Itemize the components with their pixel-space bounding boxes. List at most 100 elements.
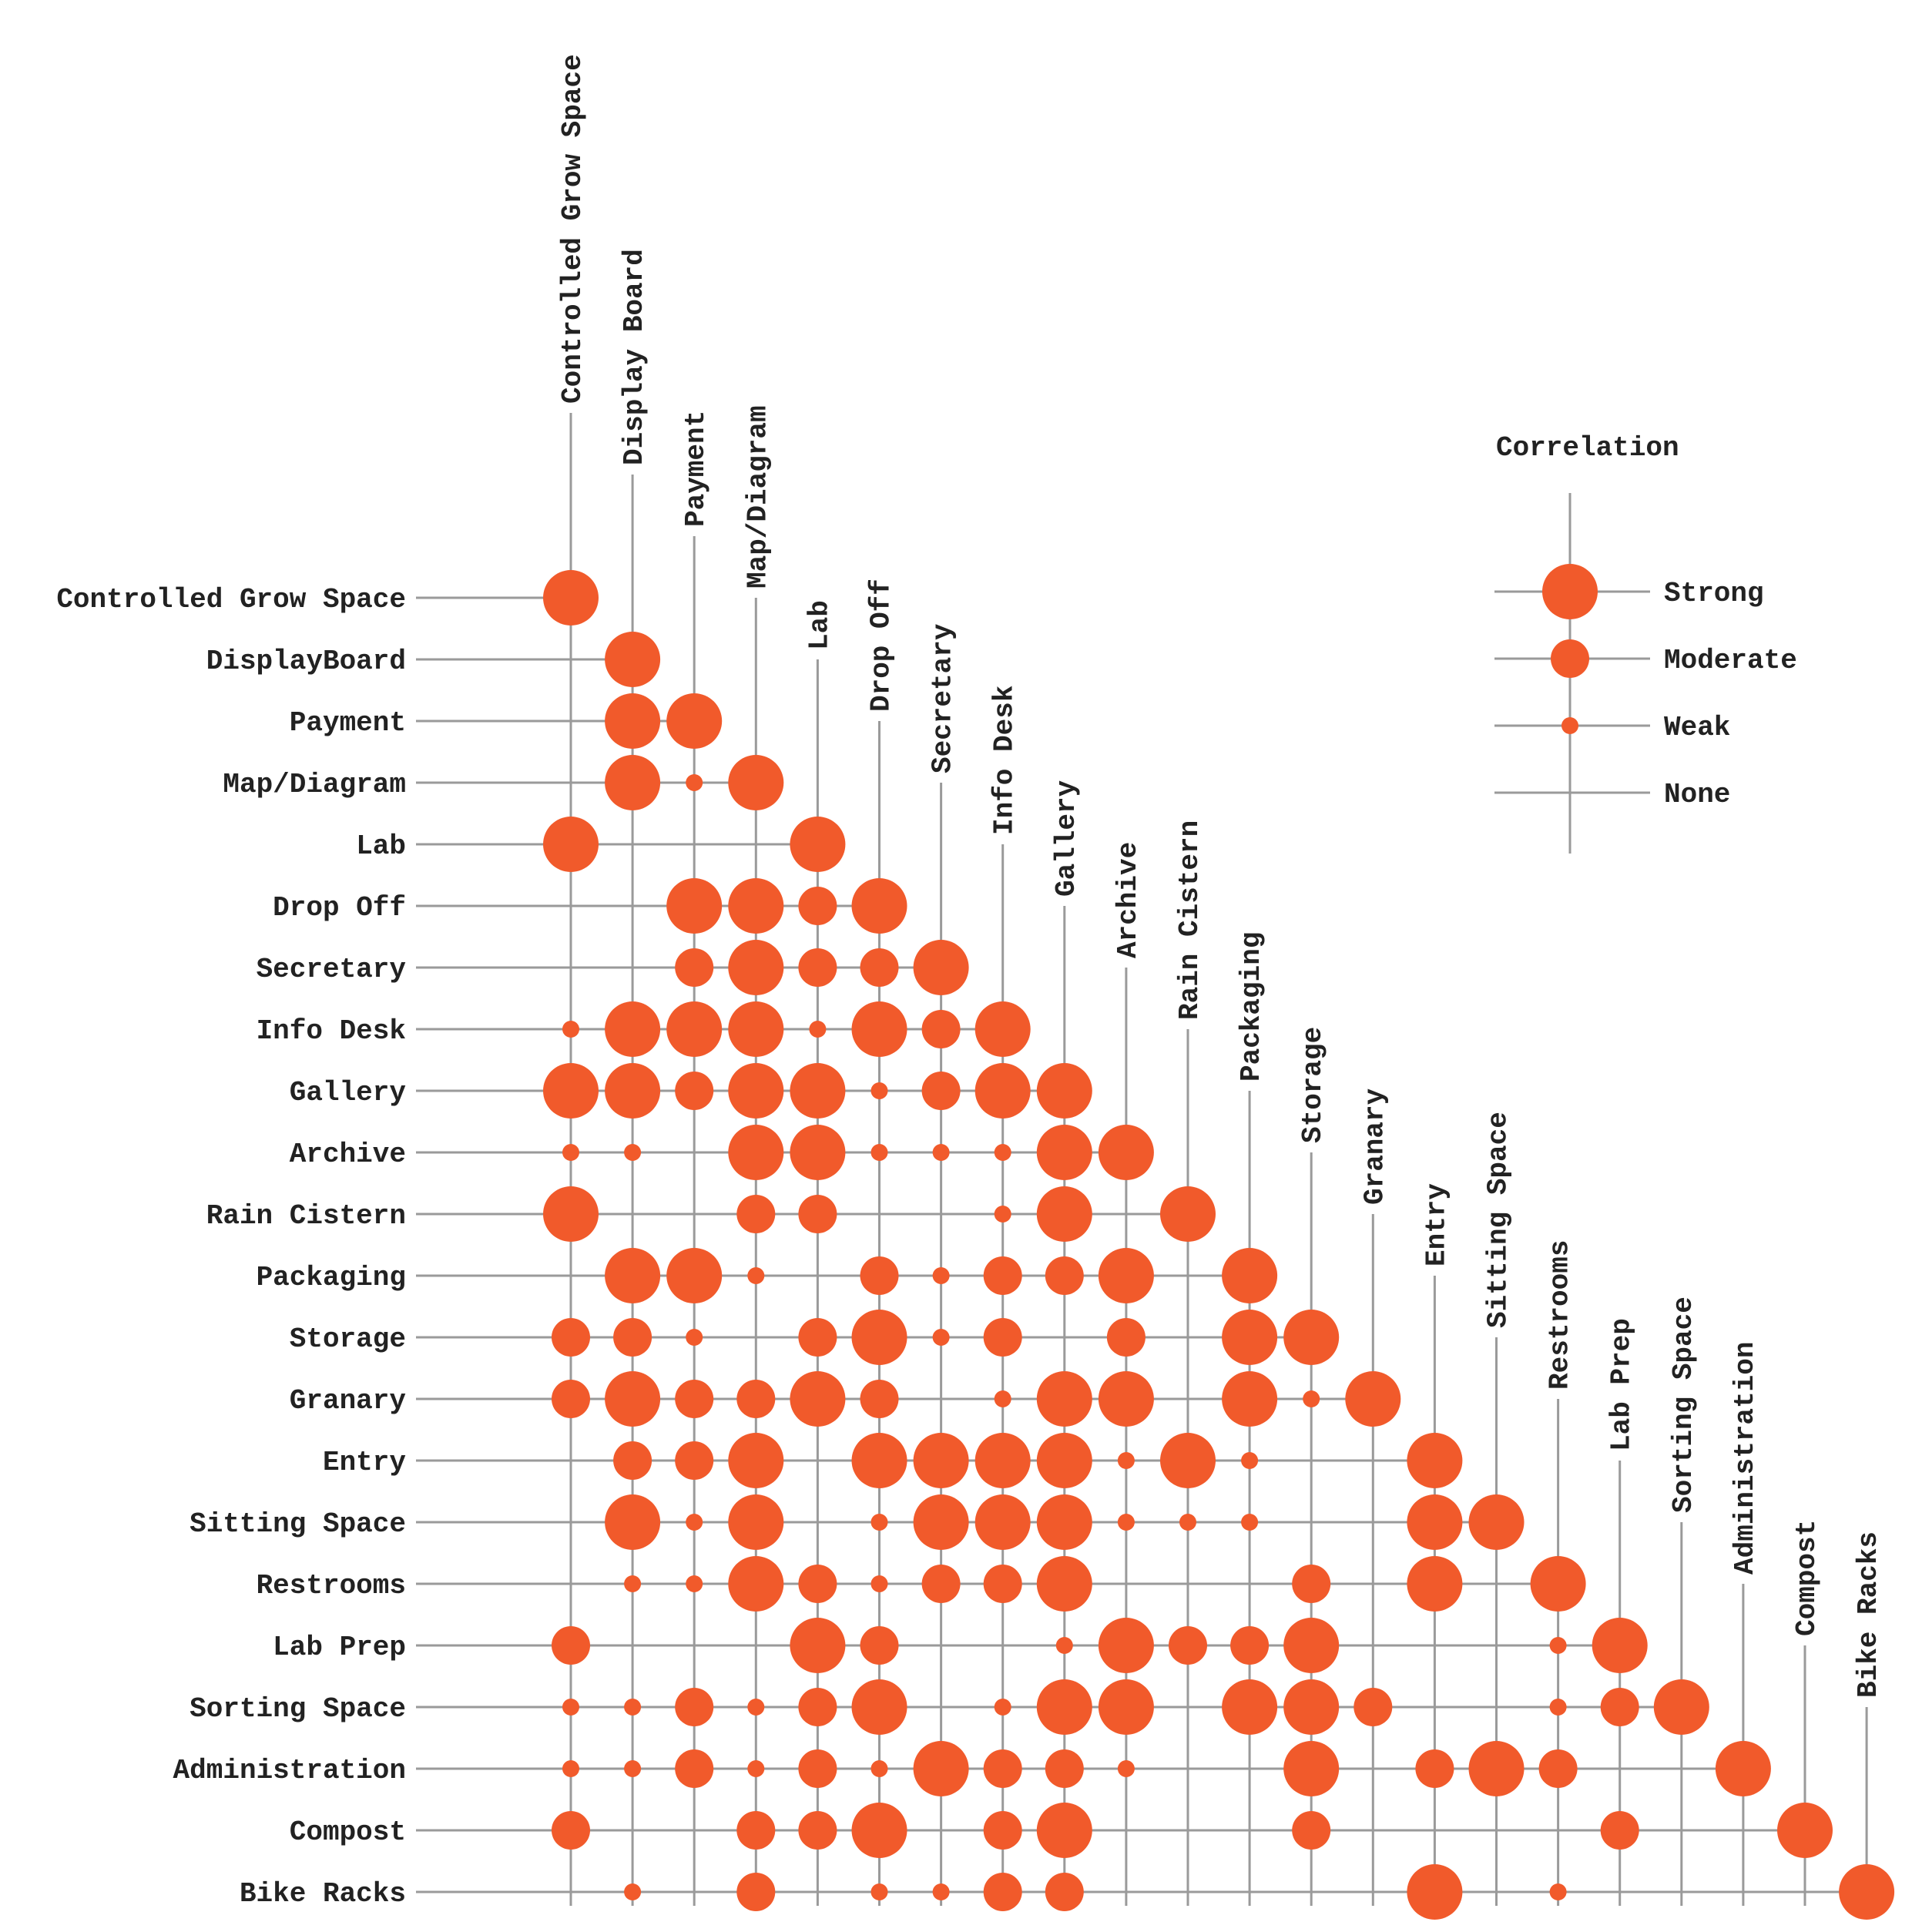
column-label: Sorting Space xyxy=(1668,1296,1699,1513)
row-label: DisplayBoard xyxy=(206,646,406,677)
correlation-dot xyxy=(798,1195,837,1233)
row-label: Sitting Space xyxy=(190,1508,406,1540)
legend-title: Correlation xyxy=(1496,432,1679,464)
column-label: Display Board xyxy=(619,249,650,465)
correlation-dot xyxy=(790,1371,846,1427)
row-label: Secretary xyxy=(257,954,406,985)
correlation-dot xyxy=(1098,1371,1154,1427)
correlation-dot xyxy=(1407,1864,1463,1920)
correlation-dot xyxy=(798,1688,837,1726)
correlation-dot xyxy=(747,1267,765,1284)
correlation-dot xyxy=(552,1318,590,1357)
correlation-dot xyxy=(675,1072,714,1110)
correlation-dot xyxy=(994,1390,1011,1407)
correlation-dot xyxy=(1036,1556,1092,1612)
correlation-dot xyxy=(1592,1618,1648,1673)
correlation-dot xyxy=(851,1001,907,1057)
correlation-dot xyxy=(1098,1679,1154,1735)
column-label: Lab Prep xyxy=(1606,1318,1638,1451)
correlation-dot xyxy=(983,1873,1022,1911)
correlation-dot xyxy=(921,1072,961,1110)
column-label: Restrooms xyxy=(1545,1240,1576,1390)
row-label: Bike Racks xyxy=(240,1878,406,1910)
correlation-dot xyxy=(736,1380,776,1418)
correlation-dot xyxy=(543,817,599,872)
correlation-dot xyxy=(851,1679,907,1735)
correlation-dot xyxy=(613,1318,652,1357)
correlation-dot xyxy=(666,1001,723,1057)
correlation-dot xyxy=(1045,1873,1084,1911)
legend-item-label: Moderate xyxy=(1664,645,1797,676)
correlation-dot xyxy=(605,1001,661,1057)
correlation-dot xyxy=(1292,1565,1331,1603)
correlation-dot xyxy=(666,878,723,934)
correlation-dot xyxy=(913,1741,969,1796)
correlation-dot xyxy=(932,1883,950,1900)
correlation-dot xyxy=(605,1248,661,1303)
row-label: Controlled Grow Space xyxy=(56,584,406,615)
row-label: Administration xyxy=(173,1755,406,1786)
correlation-dot xyxy=(675,1688,714,1726)
correlation-dot xyxy=(860,1626,899,1665)
correlation-dot xyxy=(1098,1248,1154,1303)
row-label: Storage xyxy=(290,1323,406,1355)
correlation-dot xyxy=(1407,1556,1463,1612)
correlation-dot xyxy=(974,1001,1031,1057)
correlation-dot xyxy=(605,1494,661,1550)
legend-dot xyxy=(1561,717,1578,734)
row-labels: Controlled Grow Space DisplayBoard Payment… xyxy=(56,584,406,1910)
correlation-dot xyxy=(1303,1390,1320,1407)
correlation-dot xyxy=(605,632,661,687)
correlation-dot xyxy=(1036,1803,1092,1858)
correlation-dot xyxy=(728,1125,784,1180)
correlation-dot xyxy=(870,1760,888,1777)
correlation-dot xyxy=(1055,1637,1073,1654)
correlation-dot xyxy=(1538,1749,1578,1788)
correlation-dot xyxy=(798,1811,837,1850)
correlation-dot xyxy=(983,1749,1022,1788)
column-label: Granary xyxy=(1359,1088,1390,1205)
correlation-dot xyxy=(798,1749,837,1788)
correlation-dot xyxy=(798,948,837,987)
correlation-dot xyxy=(605,755,661,810)
column-label: Bike Racks xyxy=(1853,1531,1884,1698)
correlation-dot xyxy=(624,1144,642,1161)
row-label: Lab xyxy=(356,830,406,862)
correlation-dot xyxy=(851,1803,907,1858)
correlation-dot xyxy=(860,1256,899,1295)
correlation-dot xyxy=(605,1371,661,1427)
legend-dot xyxy=(1542,564,1598,619)
row-label: Gallery xyxy=(290,1077,406,1109)
correlation-dot xyxy=(624,1699,642,1716)
column-label: Compost xyxy=(1791,1520,1823,1636)
correlation-dot xyxy=(994,1144,1011,1161)
legend-item-label: Strong xyxy=(1664,578,1764,609)
correlation-dot xyxy=(1222,1679,1278,1735)
correlation-dot xyxy=(747,1699,765,1716)
correlation-dot xyxy=(983,1256,1022,1295)
correlation-dot xyxy=(1045,1256,1084,1295)
correlation-dot xyxy=(870,1883,888,1900)
correlation-dot xyxy=(1222,1310,1278,1365)
correlation-dot xyxy=(543,1186,599,1242)
correlation-dot xyxy=(562,1144,579,1161)
correlation-dot xyxy=(1283,1310,1340,1365)
correlation-dot xyxy=(1036,1125,1092,1180)
correlation-dot xyxy=(1036,1371,1092,1427)
correlation-dot xyxy=(983,1565,1022,1603)
correlation-dot xyxy=(798,1318,837,1357)
correlation-dot xyxy=(974,1063,1031,1119)
correlation-dot xyxy=(790,1618,846,1673)
correlation-dot xyxy=(613,1441,652,1480)
correlation-dot xyxy=(728,878,784,934)
correlation-dot xyxy=(913,1433,969,1488)
correlation-dot xyxy=(1098,1618,1154,1673)
correlation-dot xyxy=(983,1811,1022,1850)
column-label: Payment xyxy=(680,411,712,527)
row-label: Archive xyxy=(290,1139,406,1170)
row-label: Map/Diagram xyxy=(223,769,406,800)
correlation-dot xyxy=(675,948,714,987)
column-label: Controlled Grow Space xyxy=(557,54,589,404)
correlation-dot xyxy=(1117,1514,1135,1531)
row-label: Sorting Space xyxy=(190,1693,406,1725)
